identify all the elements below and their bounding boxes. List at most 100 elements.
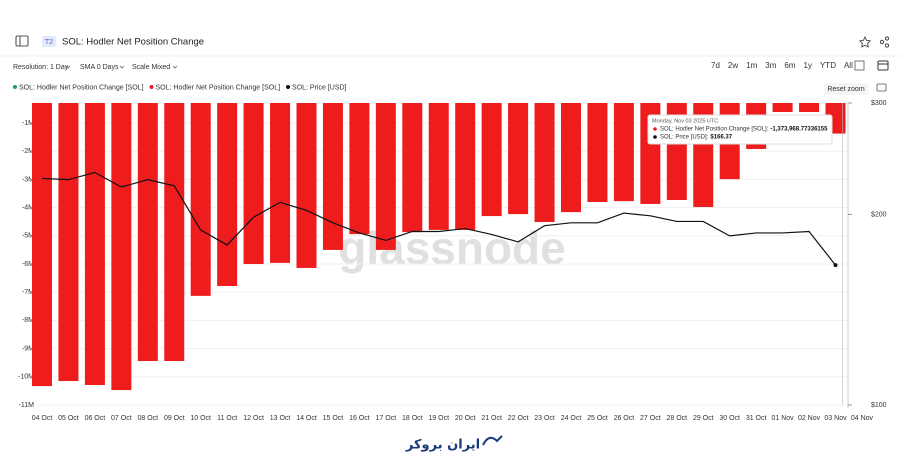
y-tick-label: -1M bbox=[22, 120, 34, 127]
bar bbox=[561, 103, 581, 213]
price-line bbox=[41, 171, 836, 266]
x-tick-label: 27 Oct bbox=[640, 415, 661, 422]
chevron bbox=[65, 65, 71, 69]
chevron bbox=[172, 65, 178, 69]
range-button[interactable]: 7d bbox=[711, 61, 720, 70]
reset-zoom-button[interactable] bbox=[824, 83, 868, 95]
x-tick-label: 11 Oct bbox=[217, 415, 237, 422]
footer-logo: ایران بروکر bbox=[405, 438, 480, 453]
range-button[interactable]: 3m bbox=[765, 61, 776, 70]
x-tick-label: 09 Oct bbox=[164, 415, 185, 422]
y-tick-label: -6M bbox=[22, 261, 34, 268]
bar bbox=[137, 103, 158, 362]
x-tick-label: 31 Oct bbox=[746, 415, 767, 422]
range-buttons: 7d 2w 1m 3m 6m 1y YTD All bbox=[711, 61, 853, 70]
x-tick-label: 25 Oct bbox=[587, 415, 608, 422]
sidebar-icon[interactable] bbox=[15, 35, 29, 47]
legend-swatch bbox=[149, 85, 154, 89]
x-tick-label: 12 Oct bbox=[243, 415, 264, 422]
x-tick-label: 21 Oct bbox=[481, 415, 502, 422]
chevron bbox=[119, 65, 125, 69]
x-tick-label: 15 Oct bbox=[323, 415, 344, 422]
bar bbox=[111, 103, 132, 391]
tooltip-name: SOL: Price [USD]: bbox=[660, 135, 709, 141]
bar bbox=[613, 103, 634, 202]
sma-select[interactable]: SMA 0 Days bbox=[80, 64, 119, 71]
plot: -1M -2M -3M -4M -5M -6M -7M -8M -9M -10M -11M $300 $… bbox=[18, 100, 887, 422]
favorite-button[interactable] bbox=[858, 35, 872, 48]
tooltip-swatch bbox=[653, 127, 657, 131]
calendar-button[interactable] bbox=[877, 60, 889, 71]
share-dot bbox=[884, 43, 890, 48]
x-tick-label: 02 Nov bbox=[798, 415, 821, 422]
x-tick-label: 28 Oct bbox=[666, 415, 687, 422]
reset-zoom-label[interactable]: Reset zoom bbox=[827, 86, 865, 93]
tooltip-value: -1,373,968.77336155 bbox=[770, 127, 828, 133]
share-dot bbox=[884, 36, 890, 41]
x-tick-label: 19 Oct bbox=[428, 415, 449, 422]
share-dot bbox=[879, 39, 885, 45]
x-tick-label: 13 Oct bbox=[270, 415, 291, 422]
hover-point bbox=[833, 263, 838, 268]
share-button[interactable] bbox=[879, 36, 890, 48]
x-tick-label: 08 Oct bbox=[137, 415, 158, 422]
x-tick-label: 04 Nov bbox=[851, 415, 874, 422]
scale-select[interactable]: Scale Mixed bbox=[132, 64, 170, 71]
x-tick-label: 14 Oct bbox=[296, 415, 317, 422]
camera-button[interactable] bbox=[876, 83, 887, 92]
x-tick-label: 26 Oct bbox=[614, 415, 635, 422]
y-tick-label: -8M bbox=[22, 317, 34, 324]
bar bbox=[402, 103, 423, 233]
y2-tick-label: $100 bbox=[871, 402, 887, 409]
range-button[interactable]: YTD bbox=[820, 61, 836, 70]
bar bbox=[799, 103, 820, 113]
badge: T2 bbox=[45, 39, 53, 46]
x-tick-label: 23 Oct bbox=[534, 415, 555, 422]
x-tick-label: 24 Oct bbox=[561, 415, 582, 422]
tooltip-date: Monday, Nov 03 2025 UTC bbox=[652, 118, 718, 124]
y-tick-label: -7M bbox=[22, 289, 34, 296]
zoom-tool[interactable] bbox=[854, 60, 865, 71]
x-tick-label: 18 Oct bbox=[402, 415, 423, 422]
tooltip-name: SOL: Hodler Net Position Change [SOL]: bbox=[660, 127, 769, 133]
bar bbox=[349, 103, 370, 235]
legend-label: SOL: Hodler Net Position Change [SOL] bbox=[19, 84, 144, 91]
y-tick-label: -4M bbox=[22, 204, 34, 211]
badge-bg bbox=[42, 36, 56, 47]
bar bbox=[534, 103, 555, 222]
chart-title: SOL: Hodler Net Position Change bbox=[62, 37, 204, 48]
x-tick-label: 04 Oct bbox=[32, 415, 53, 422]
x-tick-label: 17 Oct bbox=[376, 415, 397, 422]
legend-swatch bbox=[286, 85, 291, 89]
resolution-select[interactable]: Resolution: 1 Day bbox=[13, 64, 69, 71]
range-button[interactable]: 2w bbox=[728, 61, 738, 70]
range-button[interactable]: 6m bbox=[784, 61, 795, 70]
legend-label: SOL: Hodler Net Position Change [SOL] bbox=[156, 84, 281, 91]
range-button[interactable]: 1m bbox=[746, 61, 757, 70]
bar bbox=[322, 103, 343, 250]
bar bbox=[455, 103, 476, 230]
x-tick-label: 03 Nov bbox=[824, 415, 847, 422]
range-button[interactable]: All bbox=[844, 61, 853, 70]
bar bbox=[243, 103, 264, 265]
bar bbox=[190, 103, 211, 296]
x-tick-label: 20 Oct bbox=[455, 415, 476, 422]
bar bbox=[587, 103, 608, 202]
legend: SOL: Hodler Net Position Change [SOL] SOL… bbox=[13, 84, 347, 91]
tooltip-box bbox=[647, 114, 833, 145]
y-tick-label: -3M bbox=[22, 176, 34, 183]
tooltip: Monday, Nov 03 2025 UTC SOL: Hodler Net P… bbox=[647, 103, 843, 405]
x-tick-label: 22 Oct bbox=[508, 415, 529, 422]
tooltip-value: $166.37 bbox=[710, 135, 732, 141]
x-tick-label: 29 Oct bbox=[693, 415, 714, 422]
bar bbox=[84, 103, 105, 385]
bar bbox=[217, 103, 238, 287]
tooltip-swatch bbox=[653, 135, 657, 139]
bar bbox=[375, 103, 396, 250]
sidebar-toggle[interactable] bbox=[15, 35, 29, 47]
bar bbox=[508, 103, 529, 215]
y2-tick-label: $300 bbox=[871, 100, 887, 107]
range-button[interactable]: 1y bbox=[804, 61, 812, 70]
